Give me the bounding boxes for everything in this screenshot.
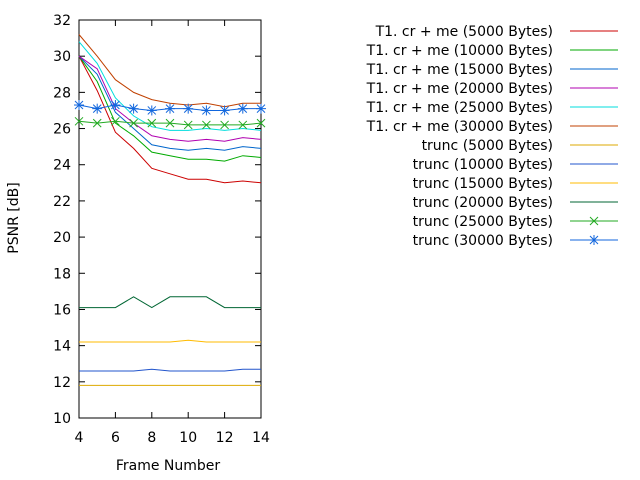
- x-tick-label: 4: [75, 430, 84, 446]
- legend-label: T1. cr + me (20000 Bytes): [366, 81, 553, 97]
- series-line-10: [79, 296, 261, 309]
- y-tick-label: 18: [53, 266, 71, 282]
- x-tick-label: 10: [179, 430, 197, 446]
- y-tick-label: 20: [53, 230, 71, 246]
- series-point: [220, 120, 229, 130]
- y-axis-label: PSNR [dB]: [6, 182, 22, 253]
- series-line-5: [78, 41, 262, 131]
- series-point: [256, 118, 266, 128]
- y-tick-label: 16: [53, 302, 71, 318]
- x-tick-label: 8: [147, 430, 156, 446]
- series-point: [147, 118, 157, 128]
- series-point: [165, 118, 175, 128]
- series-line-1: [78, 55, 262, 184]
- y-tick-label: 24: [53, 158, 71, 174]
- series-line-2: [78, 55, 262, 162]
- plot-border: [78, 19, 262, 419]
- legend-label: trunc (10000 Bytes): [413, 157, 553, 173]
- tick-labels: 10 12 14 16 18 20 22 24 26 28 30 32 4 6 8 10 12 14: [53, 13, 270, 446]
- legend-label: T1. cr + me (25000 Bytes): [366, 100, 553, 116]
- series-layer: [74, 34, 266, 386]
- series-line-4: [78, 55, 262, 142]
- series-line-3: [78, 55, 262, 151]
- series-line-6: [78, 34, 261, 108]
- series-point: [74, 116, 84, 126]
- x-tick-label: 12: [216, 430, 234, 446]
- series-point: [589, 216, 599, 226]
- series-point: [202, 120, 211, 130]
- x-tick-label: 6: [111, 430, 120, 446]
- series-point: [183, 120, 193, 130]
- y-tick-label: 30: [53, 49, 71, 65]
- series-line-9: [79, 339, 261, 343]
- legend-label: trunc (20000 Bytes): [413, 195, 553, 211]
- x-axis-label: Frame Number: [116, 458, 221, 474]
- series-point: [238, 120, 248, 130]
- legend-label: T1. cr + me (15000 Bytes): [366, 62, 553, 78]
- y-tick-label: 26: [53, 122, 71, 138]
- legend-label: T1. cr + me (5000 Bytes): [375, 24, 553, 40]
- y-tick-label: 28: [53, 85, 71, 101]
- legend-label: trunc (15000 Bytes): [413, 176, 553, 192]
- y-tick-label: 22: [53, 194, 71, 210]
- legend-label: T1. cr + me (10000 Bytes): [366, 43, 553, 59]
- legend-label: trunc (30000 Bytes): [413, 233, 553, 249]
- series-point: [129, 118, 138, 128]
- series-point: [111, 116, 120, 126]
- y-tick-label: 10: [53, 411, 71, 427]
- legend-label: T1. cr + me (30000 Bytes): [366, 119, 553, 135]
- y-tick-label: 12: [53, 375, 71, 391]
- y-tick-label: 32: [53, 13, 71, 29]
- legend-label: trunc (25000 Bytes): [413, 214, 553, 230]
- y-tick-label: 14: [53, 339, 71, 355]
- series-point: [92, 118, 102, 128]
- x-tick-label: 14: [252, 430, 270, 446]
- legend-label: trunc (5000 Bytes): [422, 138, 553, 154]
- legend: T1. cr + me (5000 Bytes) T1. cr + me (100…: [366, 24, 618, 249]
- series-line-8: [79, 368, 261, 372]
- plot-frame: [78, 19, 262, 419]
